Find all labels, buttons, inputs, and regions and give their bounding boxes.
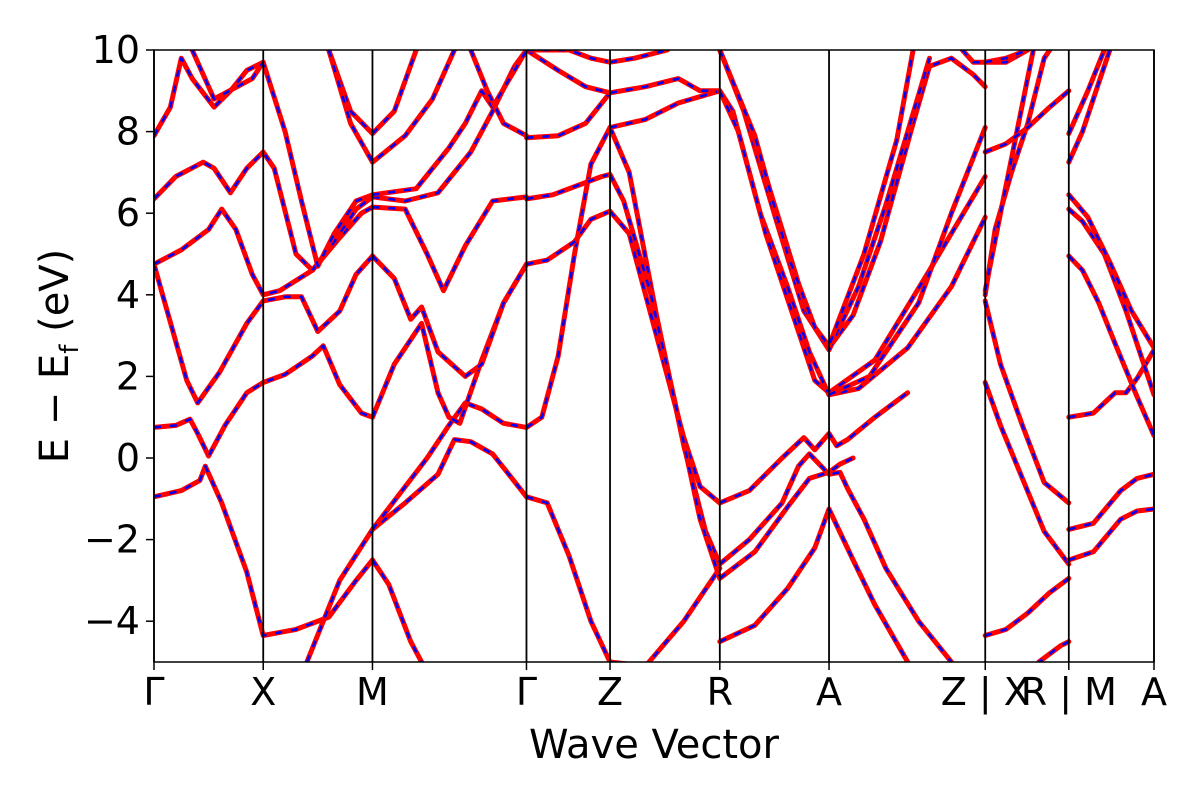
band-line-overlay [371, 559, 423, 662]
band-line-overlay [154, 150, 374, 272]
x-tick-label: M [356, 670, 389, 714]
x-tick-label: A [1141, 670, 1167, 714]
band-line-overlay [526, 173, 611, 201]
y-tick-label: 10 [92, 28, 140, 72]
high-symmetry-lines [153, 50, 1155, 662]
band-line-overlay [610, 567, 721, 662]
y-axis-ticks: −4 −2 0 2 4 6 8 10 [84, 28, 154, 643]
band-line-overlay [154, 344, 373, 458]
band-line [189, 50, 266, 102]
band-line-overlay [1067, 208, 1154, 396]
band-line-overlay [1067, 255, 1154, 437]
band-line [370, 253, 529, 379]
band-line-overlay [305, 438, 528, 662]
y-tick-label: 0 [116, 436, 140, 480]
band-line [982, 50, 1053, 298]
band-line-overlay [984, 382, 1070, 565]
band-line-overlay [609, 77, 720, 95]
band-line-overlay [983, 300, 1070, 504]
y-tick-label: 4 [116, 273, 140, 317]
band-line-overlay [718, 50, 931, 352]
band-line [982, 50, 1036, 294]
band-line [524, 171, 613, 202]
band-line-overlay [719, 507, 909, 662]
band-line-overlay [372, 195, 527, 292]
plot-frame [153, 49, 1155, 663]
x-tick-label: Z | X [941, 670, 1030, 715]
band-line-overlay [984, 50, 1029, 64]
band-line-overlay [371, 401, 527, 531]
band-line [959, 50, 988, 65]
band-line [326, 50, 457, 165]
band-line [982, 575, 1072, 638]
band-line-overlay [526, 92, 611, 139]
band-line-overlay [526, 495, 612, 662]
band-line-overlay [719, 452, 953, 662]
x-axis-ticks: Γ X M Γ Z R A Z | XR | M A [143, 662, 1167, 715]
band-line-overlay [525, 126, 612, 429]
band-line [717, 50, 932, 353]
band-line-overlay [1067, 193, 1154, 349]
x-tick-label: R [707, 670, 733, 714]
band-line-overlay [372, 50, 528, 197]
x-axis-label: Wave Vector [529, 722, 780, 768]
band-line-overlay [609, 89, 721, 129]
band-line [607, 171, 723, 581]
band-line-overlay [1067, 50, 1111, 163]
band-line [717, 50, 916, 349]
y-tick-label: 8 [116, 110, 140, 154]
x-tick-label: R | M [1021, 670, 1117, 715]
y-tick-label: −2 [84, 518, 140, 562]
band-line-overlay [1068, 473, 1154, 531]
y-tick-label: −4 [84, 599, 140, 643]
band-line-overlay [983, 50, 1051, 295]
band-line-overlay [154, 464, 374, 637]
band-line [717, 455, 856, 581]
band-line-overlay [718, 90, 987, 394]
band-line [607, 50, 670, 65]
y-axis-label: E − Ef (eV) [32, 249, 85, 464]
band-line-overlay [154, 255, 374, 405]
x-tick-label: Z [597, 670, 623, 714]
band-line-overlay [372, 50, 528, 203]
band-line [982, 380, 1072, 567]
band-line [1066, 253, 1154, 439]
band-line-overlay [718, 50, 915, 348]
y-tick-label: 2 [116, 354, 140, 398]
band-line-overlay [525, 50, 611, 95]
band-line-overlay [961, 50, 986, 64]
band-line-overlay [984, 577, 1070, 637]
band-line-overlay [526, 50, 611, 64]
x-tick-label: X [250, 670, 276, 714]
x-tick-label: Γ [516, 670, 537, 714]
band-line-overlay [469, 50, 528, 137]
x-tick-label: A [816, 670, 842, 714]
x-tick-label: Γ [143, 670, 164, 714]
band-line [1066, 50, 1107, 137]
band-line-overlay [828, 127, 987, 396]
band-line [982, 298, 1072, 506]
band-line [1066, 506, 1154, 563]
band-line-overlay [1068, 507, 1154, 562]
band-line-overlay [1038, 640, 1070, 662]
band-line-overlay [1068, 349, 1154, 419]
band-line [717, 506, 911, 662]
y-tick-label: 6 [116, 191, 140, 235]
band-lines [154, 50, 1154, 662]
band-line [524, 125, 613, 430]
band-line [607, 565, 723, 662]
band-line-overlay [526, 210, 611, 266]
band-line-overlay [154, 56, 373, 268]
band-line [524, 208, 613, 267]
band-line [717, 390, 911, 506]
band-line-overlay [154, 206, 374, 297]
band-line [524, 90, 613, 141]
band-line-overlay [984, 89, 1070, 154]
band-line [524, 50, 613, 96]
